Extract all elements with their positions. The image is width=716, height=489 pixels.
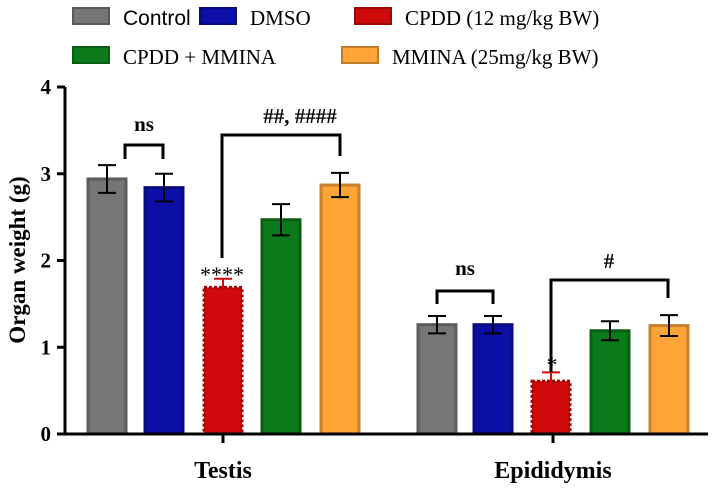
- legend-label-1: DMSO: [250, 6, 311, 30]
- legend-label-3: CPDD + MMINA: [123, 45, 277, 69]
- legend-label-2: CPDD (12 mg/kg BW): [405, 6, 599, 30]
- annot-epi-hash: #: [604, 249, 615, 273]
- annot-testis-hash: ##, ####: [263, 104, 337, 128]
- y-axis-label: Organ weight (g): [5, 176, 30, 343]
- legend-swatch-0: [72, 7, 110, 25]
- legend-swatch-3: [72, 46, 110, 64]
- bracket-epi-hash: [549, 278, 670, 372]
- x-tick-label-epididymis: Epididymis: [494, 458, 611, 484]
- annotations-layer: ns ##, #### **** ns # *: [123, 104, 670, 377]
- x-tick-label-testis: Testis: [194, 458, 252, 484]
- bar-testis-2: [202, 285, 244, 436]
- bracket-epi-ns: [435, 289, 495, 304]
- bracket-line: [220, 133, 342, 258]
- error-bar-testis-3: [272, 203, 290, 237]
- bar-testis-1: [143, 186, 185, 436]
- annot-testis-ns: ns: [134, 112, 154, 136]
- y-tick-label-0: 0: [41, 422, 52, 446]
- error-bar-testis-2: [214, 277, 232, 298]
- legend-swatch-1: [199, 7, 237, 25]
- legend-swatch-2: [354, 7, 392, 25]
- legend-label-0: Control: [123, 7, 191, 30]
- bar-testis-3: [260, 218, 302, 436]
- bracket-testis-ns: [123, 143, 165, 159]
- legend-label-4: MMINA (25mg/kg BW): [392, 45, 599, 69]
- legend-swatch-4: [341, 46, 379, 64]
- error-bar-epididymis-4: [660, 314, 678, 337]
- bars-layer: [86, 164, 690, 436]
- bracket-line: [123, 143, 165, 159]
- bracket-line: [435, 289, 495, 304]
- error-bar-epididymis-1: [484, 315, 502, 335]
- error-bar-epididymis-3: [601, 320, 619, 342]
- axes-layer: 0 1 2 3 4 Testis Epididymis: [41, 75, 708, 484]
- error-bar-epididymis-2: [542, 371, 560, 391]
- bracket-line: [549, 278, 670, 372]
- annot-testis-stars: ****: [200, 262, 244, 287]
- bar-epididymis-1: [472, 323, 514, 436]
- error-bar-testis-1: [155, 172, 173, 203]
- y-tick-label-2: 2: [41, 249, 52, 273]
- bar-epididymis-2: [530, 379, 572, 436]
- bracket-testis-hash: [220, 133, 342, 258]
- annot-epi-star: *: [547, 352, 558, 377]
- y-tick-label-4: 4: [41, 75, 52, 99]
- annot-epi-ns: ns: [455, 256, 475, 280]
- bar-epididymis-3: [589, 329, 631, 436]
- legend: Control DMSO CPDD (12 mg/kg BW) CPDD + MMIN…: [72, 6, 599, 69]
- bar-testis-4: [319, 183, 361, 436]
- error-bar-epididymis-0: [428, 315, 446, 335]
- error-bar-testis-4: [331, 171, 349, 199]
- error-bar-testis-0: [98, 164, 116, 194]
- bar-epididymis-4: [648, 324, 690, 436]
- y-tick-label-3: 3: [41, 162, 52, 186]
- bar-epididymis-0: [416, 323, 458, 436]
- bar-testis-0: [86, 177, 128, 436]
- y-tick-label-1: 1: [41, 335, 52, 359]
